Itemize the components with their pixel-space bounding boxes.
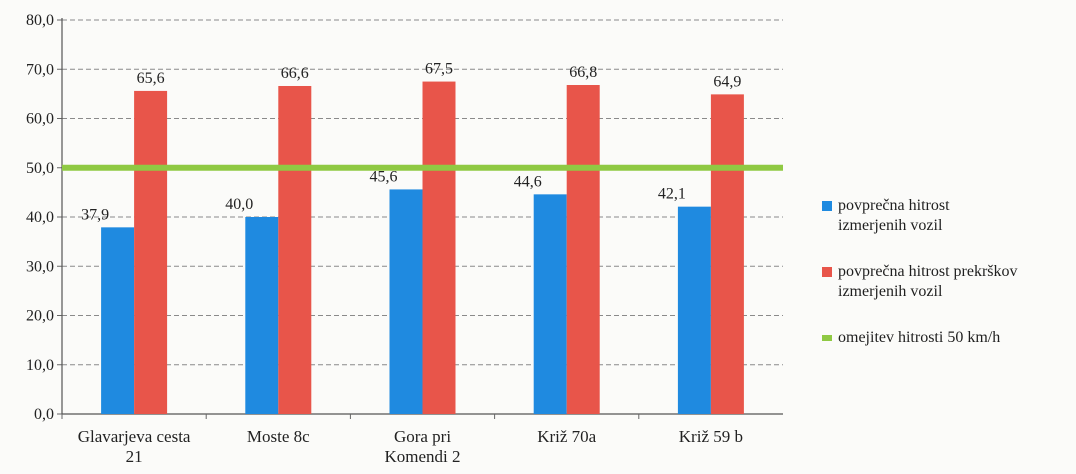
x-category-label: Gora pri Komendi 2 bbox=[384, 427, 460, 466]
data-label: 45,6 bbox=[370, 168, 398, 185]
bars bbox=[101, 81, 744, 415]
bar-avg-speed bbox=[389, 189, 423, 414]
y-tick-label: 0,0 bbox=[34, 406, 54, 423]
data-label: 42,1 bbox=[658, 186, 686, 203]
data-label: 44,6 bbox=[514, 173, 542, 190]
y-tick-label: 60,0 bbox=[26, 111, 54, 128]
bar-avg-speed bbox=[245, 217, 279, 414]
bar-violation-speed bbox=[278, 85, 312, 415]
bar-avg-speed bbox=[677, 206, 711, 414]
bar-violation-speed bbox=[422, 81, 456, 414]
y-tick-label: 40,0 bbox=[26, 209, 54, 226]
bar-avg-speed bbox=[533, 194, 567, 414]
y-tick-label: 20,0 bbox=[26, 308, 54, 325]
bar-avg-speed bbox=[101, 227, 135, 414]
data-label: 66,8 bbox=[569, 64, 597, 81]
x-category-label: Križ 59 b bbox=[679, 427, 743, 446]
legend-swatch-speed-limit bbox=[822, 335, 832, 341]
legend-label-violation-speed: povprečna hitrost prekrškov izmerjenih v… bbox=[838, 263, 1018, 300]
y-tick-label: 80,0 bbox=[26, 12, 54, 29]
data-label: 40,0 bbox=[225, 196, 253, 213]
y-tick-label: 30,0 bbox=[26, 258, 54, 275]
data-label: 64,9 bbox=[713, 73, 741, 90]
legend-item-avg-speed: povprečna hitrost izmerjenih vozil bbox=[822, 196, 1072, 236]
x-category-label: Glavarjeva cesta 21 bbox=[78, 427, 191, 466]
y-tick-label: 10,0 bbox=[26, 357, 54, 374]
y-tick-label: 70,0 bbox=[26, 61, 54, 78]
bar-violation-speed bbox=[710, 94, 744, 415]
x-category-label: Križ 70a bbox=[537, 427, 596, 446]
y-tick-label: 50,0 bbox=[26, 160, 54, 177]
legend-swatch-violation-speed bbox=[822, 267, 832, 277]
labels: 0,0 10,0 20,0 30,0 40,0 50,0 60,0 70,0 80,0 37,9 6… bbox=[26, 12, 743, 466]
data-label: 65,6 bbox=[137, 70, 165, 87]
legend: povprečna hitrost izmerjenih vozil povpr… bbox=[822, 196, 1072, 374]
legend-swatch-avg-speed bbox=[822, 201, 832, 211]
data-label: 66,6 bbox=[281, 65, 309, 82]
bar-violation-speed bbox=[134, 90, 168, 415]
legend-label-speed-limit: omejitev hitrosti 50 km/h bbox=[838, 329, 1001, 346]
legend-item-violation-speed: povprečna hitrost prekrškov izmerjenih v… bbox=[822, 262, 1072, 302]
data-label: 67,5 bbox=[425, 61, 453, 78]
legend-item-speed-limit: omejitev hitrosti 50 km/h bbox=[822, 328, 1072, 348]
bar-violation-speed bbox=[566, 85, 600, 414]
x-category-label: Moste 8c bbox=[247, 427, 310, 446]
data-label: 37,9 bbox=[81, 206, 109, 223]
legend-label-avg-speed: povprečna hitrost izmerjenih vozil bbox=[838, 197, 950, 234]
